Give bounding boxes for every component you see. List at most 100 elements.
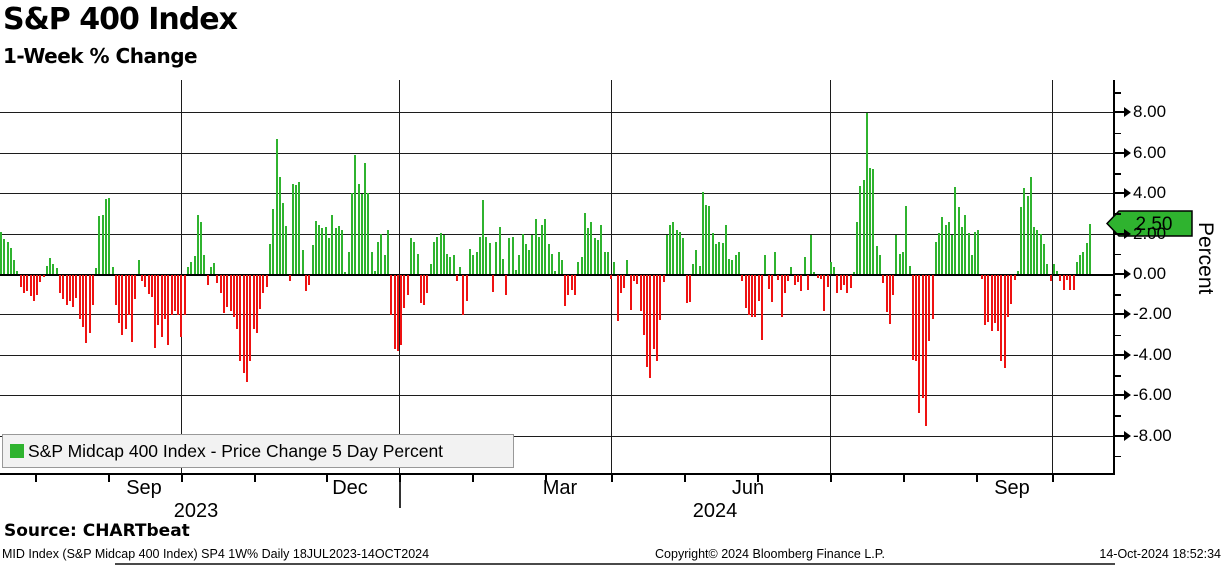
positive-bar: [560, 259, 563, 274]
x-axis-month-label: Mar: [542, 477, 578, 499]
negative-bar: [419, 274, 422, 303]
x-tick-month: [611, 475, 613, 482]
negative-bar: [662, 274, 665, 282]
positive-bar: [1088, 223, 1091, 274]
positive-bar: [557, 251, 560, 274]
y-axis-label: 2.00: [1133, 223, 1167, 243]
bottom-window-edge: [115, 563, 1115, 565]
y-tick-major: [1115, 232, 1124, 235]
negative-bar: [131, 274, 134, 343]
positive-bar: [104, 199, 107, 274]
x-tick-month: [472, 475, 474, 482]
negative-bar: [127, 274, 130, 315]
positive-bar: [859, 186, 862, 274]
positive-bar: [908, 265, 911, 274]
x-tick-month: [35, 475, 37, 482]
positive-bar: [895, 234, 898, 274]
positive-bar: [711, 232, 714, 274]
negative-bar: [616, 274, 619, 321]
negative-bar: [305, 274, 308, 291]
positive-bar: [367, 193, 370, 274]
positive-bar: [1016, 270, 1019, 274]
positive-bar: [295, 185, 298, 274]
last-value-badge-text: 2.50: [1136, 214, 1173, 235]
positive-bar: [583, 213, 586, 274]
positive-bar: [941, 217, 944, 274]
negative-bar: [39, 274, 42, 282]
negative-bar: [882, 274, 885, 283]
negative-bar: [505, 274, 508, 295]
negative-bar: [1069, 274, 1072, 291]
y-tick-major: [1115, 111, 1124, 114]
positive-bar: [728, 258, 731, 274]
y-tick-arrow-icon: [1124, 349, 1131, 360]
positive-bar: [869, 167, 872, 274]
positive-bar: [186, 266, 189, 274]
negative-bar: [987, 274, 990, 322]
positive-bar: [531, 234, 534, 274]
positive-bar: [879, 254, 882, 274]
positive-bar: [108, 198, 111, 274]
positive-bar: [1043, 243, 1046, 274]
negative-bar: [1003, 274, 1006, 369]
h-gridline: [0, 112, 1113, 114]
negative-bar: [993, 274, 996, 323]
positive-bar: [514, 269, 517, 274]
negative-bar: [114, 274, 117, 305]
positive-bar: [718, 241, 721, 274]
positive-bar: [554, 270, 557, 274]
x-tick-month: [399, 475, 401, 482]
positive-bar: [324, 226, 327, 274]
negative-bar: [22, 274, 25, 293]
x-axis-month-label: Dec: [332, 477, 368, 499]
negative-bar: [492, 274, 494, 292]
positive-bar: [432, 241, 435, 274]
negative-bar: [36, 274, 39, 295]
legend-swatch-icon: [10, 444, 24, 458]
positive-bar: [701, 192, 704, 274]
negative-bar: [232, 274, 235, 317]
positive-bar: [190, 261, 193, 274]
positive-bar: [1082, 251, 1085, 274]
negative-bar: [32, 274, 35, 301]
positive-bar: [209, 266, 212, 274]
negative-bar: [767, 274, 770, 289]
positive-bar: [675, 229, 678, 274]
positive-bar: [344, 271, 347, 274]
negative-bar: [396, 274, 399, 352]
positive-bar: [1020, 207, 1023, 274]
negative-bar: [924, 274, 927, 426]
y-tick-arrow-icon: [1124, 107, 1131, 118]
negative-bar: [990, 274, 993, 332]
negative-bar: [1059, 274, 1062, 281]
negative-bar: [918, 274, 921, 413]
negative-bar: [455, 274, 458, 281]
x-axis-month-label: Jun: [731, 477, 765, 499]
positive-bar: [1046, 263, 1049, 274]
positive-bar: [1033, 226, 1036, 274]
y-tick-arrow-icon: [1124, 309, 1131, 320]
negative-bar: [656, 274, 658, 362]
positive-bar: [410, 237, 412, 274]
negative-bar: [885, 274, 888, 312]
positive-bar: [606, 251, 609, 274]
positive-bar: [200, 222, 203, 274]
footer-meta-left: MID Index (S&P Midcap 400 Index) SP4 1W%…: [2, 547, 430, 561]
y-tick-minor: [1115, 92, 1121, 94]
v-gridline: [1052, 80, 1053, 474]
negative-bar: [610, 274, 613, 279]
positive-bar: [354, 154, 357, 274]
positive-bar: [852, 271, 855, 274]
zero-gridline: [0, 274, 1113, 276]
negative-bar: [216, 274, 219, 283]
y-axis-title: Percent: [1194, 222, 1217, 295]
positive-bar: [3, 238, 6, 274]
negative-bar: [1006, 274, 1009, 317]
positive-bar: [268, 243, 271, 274]
negative-bar: [567, 274, 570, 295]
positive-bar: [213, 262, 216, 274]
y-axis-label: 0.00: [1133, 264, 1167, 283]
positive-bar: [1056, 270, 1059, 274]
x-tick-month: [830, 475, 832, 482]
positive-bar: [1036, 229, 1039, 274]
